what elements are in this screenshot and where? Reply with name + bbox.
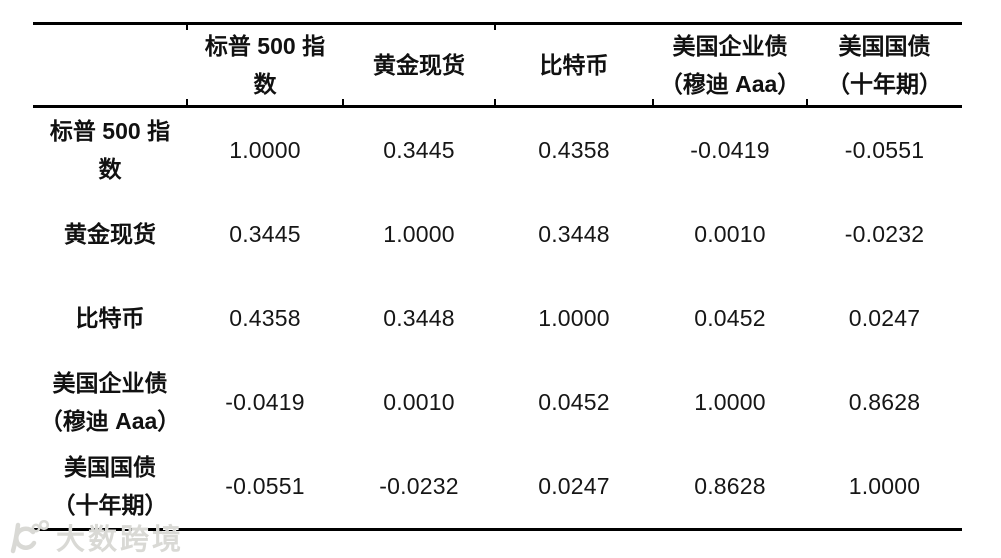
column-header-us-treasury: 美国国债 （十年期） (827, 33, 942, 97)
value-cell: 1.0000 (848, 473, 921, 499)
value-cell: 1.0000 (229, 137, 301, 163)
value-cell: 0.0452 (538, 389, 610, 415)
table-top-border (33, 22, 962, 25)
table-header-row: 标普 500 指 数 黄金现货 比特币 美国企业债 （穆迪 Aaa） 美国国债 … (33, 25, 962, 105)
column-header-sp500: 标普 500 指 数 (204, 33, 326, 97)
value-cell: -0.0419 (690, 137, 770, 163)
table-bottom-border (33, 528, 962, 531)
value-cell: 0.3448 (383, 305, 455, 331)
value-cell: 0.8628 (694, 473, 766, 499)
column-tick (806, 99, 808, 108)
column-tick (186, 99, 188, 108)
value-cell: 0.3445 (383, 137, 455, 163)
value-cell: -0.0551 (844, 137, 925, 163)
row-label: 美国国债 （十年期） (52, 454, 168, 518)
row-label: 黄金现货 (64, 221, 156, 247)
row-label: 比特币 (75, 305, 145, 331)
value-cell: 0.0247 (538, 473, 610, 499)
row-label: 美国企业债 （穆迪 Aaa） (39, 370, 181, 434)
column-header-bitcoin: 比特币 (539, 52, 609, 78)
table-row-us-treasury: 美国国债 （十年期） -0.0551 -0.0232 0.0247 0.8628… (33, 444, 962, 528)
column-header-us-corp-bond: 美国企业债 （穆迪 Aaa） (659, 33, 801, 97)
table-row-us-corp-bond: 美国企业债 （穆迪 Aaa） -0.0419 0.0010 0.0452 1.0… (33, 360, 962, 444)
value-cell: 0.0247 (848, 305, 921, 331)
value-cell: 1.0000 (694, 389, 766, 415)
column-tick (494, 99, 496, 108)
table-body: 标普 500 指 数 1.0000 0.3445 0.4358 -0.0419 … (33, 108, 962, 528)
corner-cell (33, 25, 187, 105)
value-cell: 1.0000 (538, 305, 610, 331)
value-cell: -0.0232 (844, 221, 925, 247)
value-cell: 0.3448 (538, 221, 610, 247)
value-cell: -0.0232 (379, 473, 459, 499)
value-cell: -0.0551 (225, 473, 305, 499)
table-row-sp500: 标普 500 指 数 1.0000 0.3445 0.4358 -0.0419 … (33, 108, 962, 192)
row-label: 标普 500 指 数 (49, 118, 171, 182)
value-cell: 0.4358 (229, 305, 301, 331)
column-tick (494, 25, 496, 30)
value-cell: 0.3445 (229, 221, 301, 247)
table-row-gold: 黄金现货 0.3445 1.0000 0.3448 0.0010 -0.0232 (33, 192, 962, 276)
value-cell: 0.0010 (383, 389, 455, 415)
value-cell: 1.0000 (383, 221, 455, 247)
value-cell: 0.4358 (538, 137, 610, 163)
value-cell: 0.0010 (694, 221, 766, 247)
table-header-separator (33, 105, 962, 108)
table-row-bitcoin: 比特币 0.4358 0.3448 1.0000 0.0452 0.0247 (33, 276, 962, 360)
value-cell: 0.8628 (848, 389, 921, 415)
column-tick (342, 99, 344, 108)
value-cell: -0.0419 (225, 389, 305, 415)
column-tick (186, 25, 188, 30)
value-cell: 0.0452 (694, 305, 766, 331)
column-tick (652, 99, 654, 108)
column-header-gold: 黄金现货 (373, 52, 465, 78)
